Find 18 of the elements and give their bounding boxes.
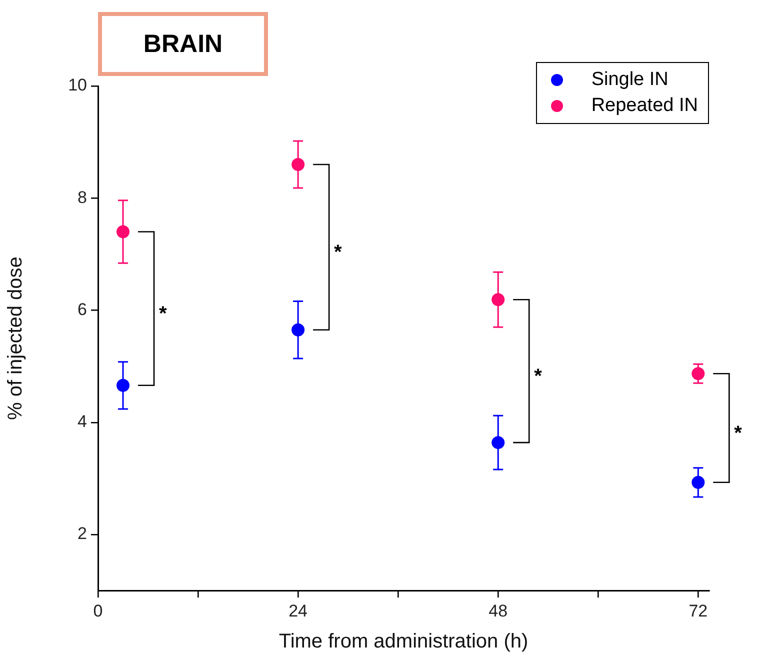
x-tick-label: 0 xyxy=(93,601,103,620)
legend-label: Single IN xyxy=(591,68,668,92)
annotation: * xyxy=(159,303,168,326)
y-tick-label: 2 xyxy=(78,524,87,544)
y-tick-label: 10 xyxy=(68,76,87,95)
legend-label: Repeated IN xyxy=(591,94,698,118)
annotation: * xyxy=(334,242,342,264)
x-tick-label: 48 xyxy=(488,601,508,620)
y-axis-title: % of injected dose xyxy=(4,256,27,420)
text: * xyxy=(734,422,742,445)
y-tick-label: 6 xyxy=(78,300,87,319)
y-tick-label: 8 xyxy=(78,188,87,207)
chart-title: BRAIN xyxy=(98,12,268,76)
x-axis-title: Time from administration (h) xyxy=(278,630,528,653)
x-tick-label: 24 xyxy=(288,601,308,620)
x-tick-label: 72 xyxy=(688,601,708,620)
annotation: * xyxy=(534,366,542,388)
y-tick-label: 4 xyxy=(78,412,87,432)
